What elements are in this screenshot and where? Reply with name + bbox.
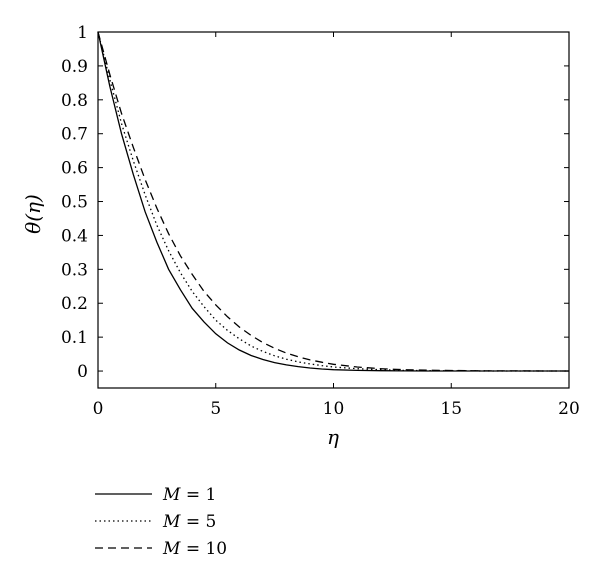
y-tick-label: 0.2 — [61, 294, 88, 314]
x-tick-label: 15 — [440, 399, 462, 419]
y-tick-label: 0.1 — [61, 328, 88, 348]
x-axis-label: η — [327, 425, 339, 449]
ticks — [97, 31, 570, 388]
series-line-1 — [97, 31, 569, 372]
y-tick-label: 0.7 — [61, 125, 88, 145]
y-tick-label: 0.3 — [61, 260, 88, 280]
series-line-2 — [97, 31, 569, 372]
y-tick-label: 0.4 — [61, 226, 88, 246]
y-tick-label: 0.9 — [61, 57, 88, 77]
legend-label-0: M = 1 — [162, 485, 216, 505]
legend: M = 1 M = 5 M = 10 — [95, 485, 227, 559]
y-tick-label: 0.6 — [61, 159, 88, 179]
tick-labels: 0 5 10 15 20 0 0.1 0.2 0.3 0.4 0.5 0.6 0.7 0.8 0.9 1 — [61, 23, 580, 419]
x-tick-label: 0 — [93, 399, 104, 419]
y-axis-label: θ(η) — [21, 194, 45, 234]
plot-frame — [97, 31, 570, 389]
legend-label-1: M = 5 — [162, 512, 216, 532]
x-tick-label: 20 — [558, 399, 580, 419]
x-tick-label: 5 — [210, 399, 221, 419]
x-tick-label: 10 — [323, 399, 345, 419]
series-line-0 — [97, 31, 569, 372]
y-tick-label: 1 — [77, 23, 88, 43]
y-tick-label: 0 — [77, 362, 88, 382]
legend-label-2: M = 10 — [162, 539, 227, 559]
y-tick-label: 0.5 — [61, 193, 88, 213]
y-tick-label: 0.8 — [61, 91, 88, 111]
series-lines — [97, 31, 569, 372]
